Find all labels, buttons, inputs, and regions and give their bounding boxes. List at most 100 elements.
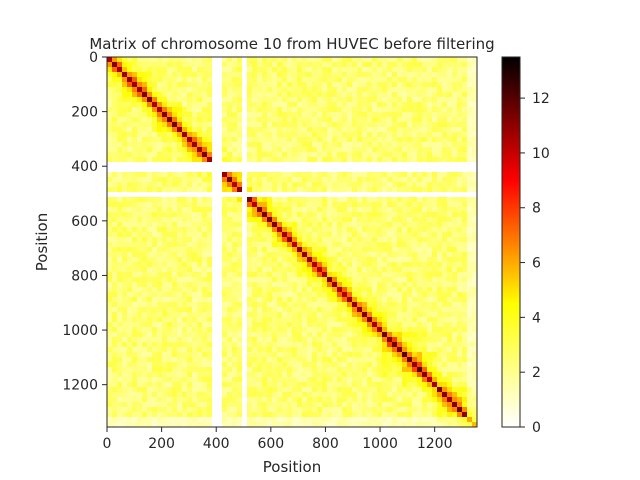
heatmap-cell [432,122,438,128]
heatmap-cell [167,97,173,103]
heatmap-cell [367,287,373,293]
heatmap-cell [202,327,208,333]
heatmap-cell [282,392,288,398]
heatmap-cell [157,107,163,113]
heatmap-cell [112,167,118,173]
heatmap-cell [107,167,113,173]
heatmap-cell [122,382,128,388]
heatmap-cell [277,102,283,108]
heatmap-cell [442,207,448,213]
heatmap-cell [392,147,398,153]
heatmap-cell [192,77,198,83]
heatmap-cell [217,377,223,383]
heatmap-cell [452,167,458,173]
heatmap-cell [127,167,133,173]
heatmap-cell [242,282,248,288]
heatmap-cell [347,247,353,253]
heatmap-cell [262,242,268,248]
heatmap-cell [117,272,123,278]
heatmap-cell [267,267,273,273]
heatmap-cell [227,177,233,183]
heatmap-cell [137,262,143,268]
heatmap-cell [247,87,253,93]
heatmap-cell [442,147,448,153]
heatmap-cell [117,372,123,378]
heatmap-cell [122,252,128,258]
heatmap-cell [272,377,278,383]
heatmap-cell [152,207,158,213]
heatmap-cell [212,202,218,208]
heatmap-cell [307,167,313,173]
heatmap-cell [417,207,423,213]
heatmap-cell [392,267,398,273]
heatmap-cell [342,82,348,88]
heatmap-cell [412,92,418,98]
heatmap-cell [382,102,388,108]
heatmap-cell [192,112,198,118]
heatmap-cell [107,142,113,148]
heatmap-cell [282,227,288,233]
heatmap-cell [322,297,328,303]
heatmap-cell [187,132,193,138]
heatmap-cell [182,332,188,338]
heatmap-cell [467,167,473,173]
heatmap-cell [187,87,193,93]
heatmap-cell [152,287,158,293]
heatmap-cell [397,87,403,93]
heatmap-cell [322,192,328,198]
heatmap-cell [292,337,298,343]
heatmap-cell [202,262,208,268]
heatmap-cell [162,282,168,288]
heatmap-cell [467,87,473,93]
heatmap-cell [387,377,393,383]
heatmap-cell [137,202,143,208]
heatmap-cell [112,72,118,78]
heatmap-cell [227,127,233,133]
heatmap-cell [222,347,228,353]
heatmap-cell [447,217,453,223]
heatmap-cell [422,387,428,393]
heatmap-cell [467,222,473,228]
heatmap-cell [137,112,143,118]
heatmap-cell [427,252,433,258]
heatmap-cell [252,147,258,153]
heatmap-cell [442,322,448,328]
heatmap-cell [297,87,303,93]
heatmap-cell [142,152,148,158]
heatmap-cell [382,167,388,173]
heatmap-cell [247,247,253,253]
heatmap-cell [182,302,188,308]
heatmap-cell [277,377,283,383]
heatmap-cell [142,107,148,113]
heatmap-cell [137,357,143,363]
heatmap-cell [272,132,278,138]
heatmap-cell [202,287,208,293]
heatmap-cell [387,227,393,233]
heatmap-cell [307,342,313,348]
heatmap-cell [387,162,393,168]
heatmap-cell [207,152,213,158]
chart-title: Matrix of chromosome 10 from HUVEC befor… [89,35,494,53]
heatmap-cell [467,257,473,263]
heatmap-cell [192,357,198,363]
heatmap-cell [247,302,253,308]
heatmap-cell [177,352,183,358]
heatmap-cell [297,77,303,83]
heatmap-cell [392,247,398,253]
heatmap-cell [202,267,208,273]
heatmap-cell [152,192,158,198]
heatmap-cell [442,242,448,248]
heatmap-cell [392,152,398,158]
heatmap-cell [262,267,268,273]
heatmap-cell [467,102,473,108]
heatmap-cell [122,192,128,198]
heatmap-cell [332,387,338,393]
heatmap-cell [457,142,463,148]
heatmap-cell [137,217,143,223]
heatmap-cell [162,227,168,233]
heatmap-cell [132,262,138,268]
heatmap-cell [397,317,403,323]
heatmap-cell [237,187,243,193]
heatmap-cell [392,347,398,353]
heatmap-cell [462,272,468,278]
